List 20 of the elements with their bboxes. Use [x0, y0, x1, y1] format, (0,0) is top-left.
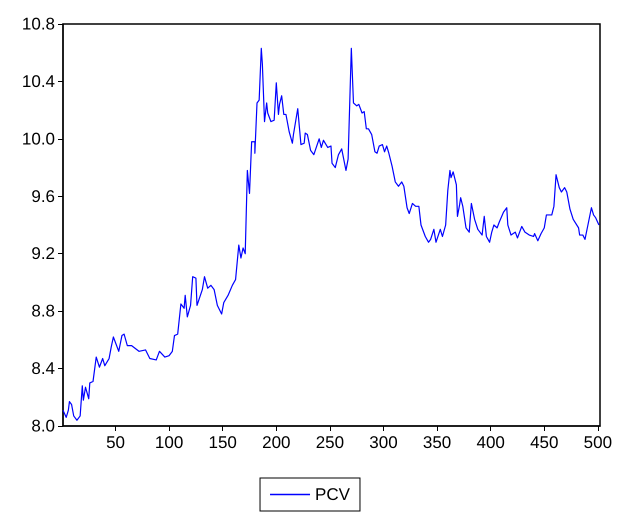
line-series [62, 48, 600, 421]
x-tick-label: 250 [316, 433, 344, 452]
y-tick-label: 10.0 [22, 129, 55, 148]
y-tick-label: 10.8 [22, 14, 55, 34]
x-tick-label: 100 [154, 433, 184, 452]
y-tick-label: 9.6 [31, 186, 55, 206]
x-tick-label: 200 [262, 433, 290, 452]
x-tick-label: 300 [369, 433, 398, 452]
y-tick-label: 9.2 [31, 244, 55, 264]
x-tick-label: 50 [106, 433, 125, 452]
legend-label: PCV [315, 485, 351, 504]
x-tick-label: 150 [208, 433, 237, 452]
x-tick-label: 500 [584, 433, 612, 452]
x-tick-label: 350 [422, 433, 452, 452]
y-tick-label: 8.0 [31, 416, 55, 436]
y-tick-label: 8.8 [31, 302, 55, 321]
y-tick-label: 10.4 [22, 72, 55, 91]
y-tick-label: 8.4 [31, 359, 55, 378]
x-tick-label: 450 [530, 433, 558, 452]
x-tick-label: 400 [476, 433, 505, 452]
